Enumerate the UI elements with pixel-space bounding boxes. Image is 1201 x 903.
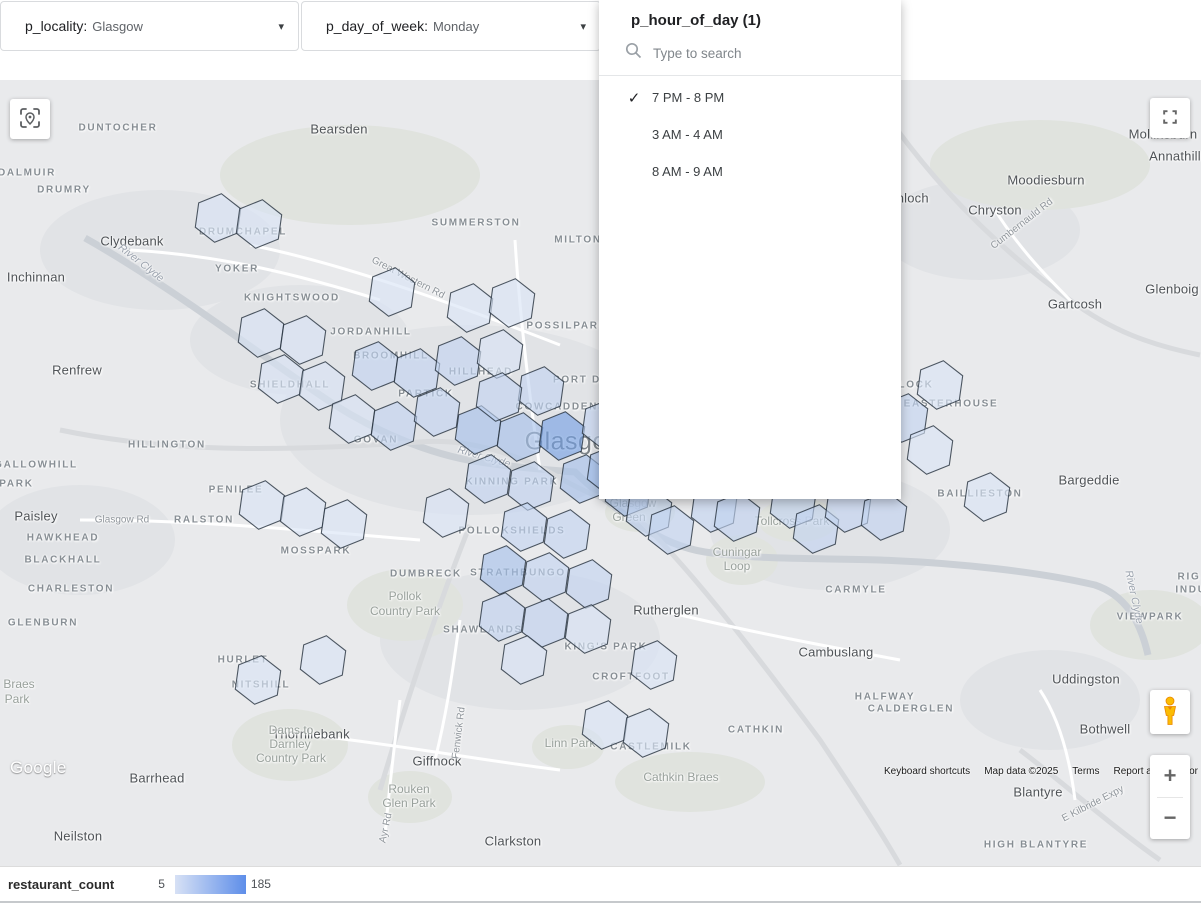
hex-bin[interactable] <box>522 552 570 602</box>
option-label: 8 AM - 9 AM <box>652 164 723 179</box>
divider <box>1157 796 1183 798</box>
hex-bin[interactable] <box>507 461 555 511</box>
hex-bin[interactable] <box>328 394 376 444</box>
fullscreen-icon <box>1160 107 1180 130</box>
attribution-terms[interactable]: Terms <box>1072 766 1100 777</box>
filter-value: Monday <box>432 18 480 34</box>
option-label: 3 AM - 4 AM <box>652 127 723 142</box>
hex-bin[interactable] <box>368 267 416 317</box>
hex-bin[interactable] <box>422 488 470 538</box>
google-logo: Google <box>10 758 67 777</box>
legend-max-value: 185 <box>250 877 271 891</box>
hex-bin[interactable] <box>906 425 954 475</box>
hex-bin[interactable] <box>454 405 502 455</box>
hex-bin[interactable] <box>496 412 544 462</box>
hex-bin[interactable] <box>279 315 327 365</box>
hex-bin[interactable] <box>713 492 761 542</box>
hex-bin[interactable] <box>299 635 347 685</box>
hex-bin[interactable] <box>479 545 527 595</box>
legend-field-name: restaurant_count <box>8 876 115 892</box>
attribution-map-data-2025: Map data ©2025 <box>984 766 1059 777</box>
chevron-down-icon: ▾ <box>580 20 586 33</box>
hex-bin[interactable] <box>446 283 494 333</box>
fullscreen-button[interactable] <box>1150 98 1190 138</box>
recenter-location-button[interactable] <box>10 99 50 139</box>
park-areas <box>220 120 1201 823</box>
hex-bin[interactable] <box>860 491 908 541</box>
hour-of-day-filter-panel: p_hour_of_day (1) ✓ 7 PM - 8 PM 3 AM - 4 A… <box>599 0 901 499</box>
location-crosshair-icon <box>18 106 42 133</box>
hex-bin[interactable] <box>370 401 418 451</box>
hex-bin[interactable] <box>257 354 305 404</box>
divider <box>599 75 901 76</box>
street-view-pegman-button[interactable] <box>1150 690 1190 734</box>
hex-bin[interactable] <box>464 454 512 504</box>
filter-value: Glasgow <box>92 18 143 34</box>
hex-bin[interactable] <box>543 509 591 559</box>
hex-bin[interactable] <box>647 505 695 555</box>
hex-bin[interactable] <box>393 348 441 398</box>
hex-bin[interactable] <box>298 361 346 411</box>
legend-bar: restaurant_count 5 185 <box>0 866 1201 903</box>
hex-bin[interactable] <box>234 655 282 705</box>
hex-bin[interactable] <box>434 336 482 386</box>
hex-bin[interactable] <box>279 487 327 537</box>
hex-bin[interactable] <box>351 341 399 391</box>
hex-bin[interactable] <box>565 559 613 609</box>
option-label: 7 PM - 8 PM <box>652 90 725 105</box>
hex-bin[interactable] <box>238 480 286 530</box>
panel-title: p_hour_of_day (1) <box>631 12 762 29</box>
zoom-control: + − <box>1150 755 1190 839</box>
hex-bin[interactable] <box>235 199 283 249</box>
hex-bin[interactable] <box>194 193 242 243</box>
search-row <box>599 37 901 69</box>
option-list: ✓ 7 PM - 8 PM 3 AM - 4 AM 8 AM - 9 AM <box>599 76 901 190</box>
hex-bin[interactable] <box>517 366 565 416</box>
chevron-down-icon: ▾ <box>278 20 284 33</box>
hex-bin[interactable] <box>581 700 629 750</box>
hex-bin[interactable] <box>500 635 548 685</box>
filter-chip-locality[interactable]: p_locality: Glasgow ▾ <box>0 1 299 51</box>
zoom-in-button[interactable]: + <box>1163 762 1177 788</box>
hex-bin[interactable] <box>413 387 461 437</box>
hex-bin[interactable] <box>500 502 548 552</box>
hex-bin[interactable] <box>488 278 536 328</box>
search-icon <box>625 42 642 64</box>
legend-gradient-swatch <box>174 874 246 894</box>
hex-bin[interactable] <box>916 360 964 410</box>
hour-option[interactable]: 3 AM - 4 AM <box>599 116 901 153</box>
hour-option[interactable]: ✓ 7 PM - 8 PM <box>599 79 901 116</box>
filter-chip-day-of-week[interactable]: p_day_of_week: Monday ▾ <box>301 1 601 51</box>
check-icon: ✓ <box>627 89 641 107</box>
hex-bin[interactable] <box>963 472 1011 522</box>
hex-bin[interactable] <box>630 640 678 690</box>
hex-bin[interactable] <box>237 308 285 358</box>
hex-bin[interactable] <box>320 499 368 549</box>
hex-bin[interactable] <box>622 708 670 758</box>
hex-bin[interactable] <box>564 604 612 654</box>
filter-label: p_day_of_week: <box>326 18 428 34</box>
zoom-out-button[interactable]: − <box>1163 805 1177 831</box>
legend-min-value: 5 <box>158 877 165 891</box>
search-input[interactable] <box>651 44 855 62</box>
hour-option[interactable]: 8 AM - 9 AM <box>599 153 901 190</box>
hex-bin[interactable] <box>476 329 524 379</box>
hexbin-layer <box>194 193 1011 758</box>
filter-label: p_locality: <box>25 18 88 34</box>
hex-bin[interactable] <box>478 592 526 642</box>
attribution-keyboard-shortcuts[interactable]: Keyboard shortcuts <box>884 766 971 777</box>
hex-bin[interactable] <box>538 411 586 461</box>
hex-bin[interactable] <box>475 372 523 422</box>
pegman-icon <box>1159 696 1181 729</box>
